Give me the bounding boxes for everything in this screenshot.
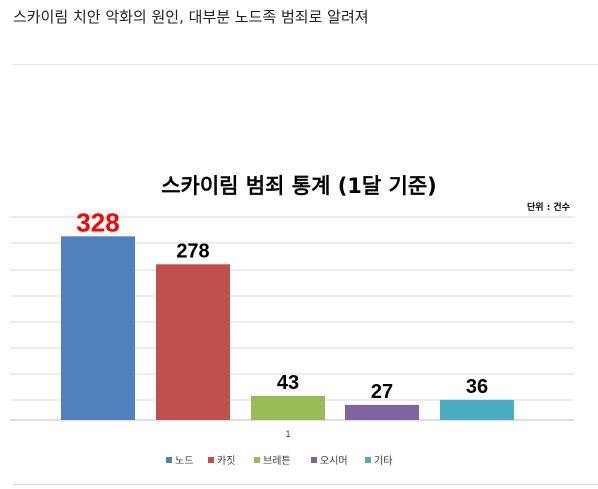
legend-swatch-노드 — [166, 457, 172, 463]
bars — [61, 236, 514, 420]
legend-label-노드: 노드 — [175, 455, 193, 467]
data-label-카짓: 278 — [176, 240, 209, 262]
chart-title: 스카이림 범죄 통계 (1달 기준) — [161, 174, 437, 198]
legend-label-카짓: 카짓 — [217, 455, 235, 467]
data-labels: 328 278 43 27 36 — [76, 207, 488, 403]
x-tick-label: 1 — [285, 429, 290, 439]
bar-노드 — [61, 236, 135, 420]
bar-브레튼 — [251, 395, 325, 420]
legend: 노드 카짓 브레튼 오시머 기타 — [166, 455, 392, 467]
x-axis: 1 — [285, 429, 290, 439]
bottom-rule — [13, 484, 598, 485]
legend-swatch-기타 — [365, 457, 371, 463]
legend-swatch-오시머 — [311, 457, 317, 463]
bar-오시머 — [345, 404, 419, 420]
legend-label-브레튼: 브레튼 — [263, 455, 291, 467]
bar-기타 — [440, 399, 514, 420]
data-label-브레튼: 43 — [277, 372, 299, 394]
headline-divider — [13, 64, 598, 65]
data-label-노드: 328 — [76, 207, 119, 237]
legend-swatch-카짓 — [208, 457, 214, 463]
data-label-기타: 36 — [466, 376, 488, 398]
legend-label-기타: 기타 — [374, 455, 392, 467]
unit-label: 단위 : 건수 — [527, 203, 570, 213]
article-headline: 스카이림 치안 악화의 원인, 대부분 노드족 범죄로 알려져 — [13, 8, 369, 26]
data-label-오시머: 27 — [371, 381, 393, 403]
legend-swatch-브레튼 — [254, 457, 260, 463]
bar-카짓 — [156, 264, 230, 420]
legend-label-오시머: 오시머 — [320, 455, 348, 467]
